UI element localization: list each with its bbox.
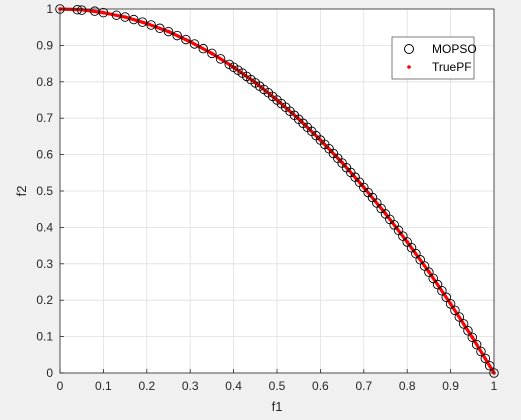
x-tick-label: 0.9 (442, 379, 459, 393)
y-tick-label: 0.9 (36, 38, 53, 52)
truepf-dot-segment (145, 21, 171, 34)
truepf-dot-segment (80, 8, 106, 15)
x-tick-label: 0.2 (138, 379, 155, 393)
x-tick-label: 0 (57, 379, 64, 393)
x-tick-label: 0.4 (225, 379, 242, 393)
mopso-point (480, 353, 491, 364)
mopso-point (172, 30, 182, 41)
mopso-point (198, 43, 208, 54)
mopso-point (137, 17, 148, 27)
mopso-point (207, 48, 217, 59)
y-tick-label: 0.7 (36, 111, 53, 125)
x-axis-ticks: 0 0.1 0.2 0.3 0.4 0.5 0.6 0.7 0.8 0.9 1 (57, 369, 498, 393)
mopso-point (454, 312, 465, 322)
mopso-point (120, 12, 130, 22)
y-tick-label: 0.8 (36, 75, 53, 89)
truepf-dot-segment (297, 117, 322, 142)
y-axis-ticks: 0 0.1 0.2 0.3 0.4 0.5 0.6 0.7 0.8 0.9 1 (36, 2, 64, 380)
mopso-point (155, 23, 165, 34)
mopso-point (163, 26, 174, 37)
mopso-point (471, 339, 482, 350)
mopso-point (72, 4, 83, 15)
x-axis-label: f1 (272, 399, 283, 414)
legend-marker-truepf (407, 65, 411, 69)
mopso-point (441, 292, 452, 303)
y-tick-label: 0.5 (36, 184, 53, 198)
truepf-dot-segment (123, 15, 149, 26)
mopso-point (458, 319, 469, 329)
y-tick-label: 0 (46, 366, 53, 380)
mopso-point (476, 346, 486, 357)
mopso-point (98, 7, 109, 18)
mopso-point (467, 332, 478, 343)
x-tick-label: 0.1 (95, 379, 112, 393)
truepf-dot-segment (275, 98, 301, 121)
truepf-dot-segment (405, 240, 431, 274)
x-tick-label: 1 (491, 379, 498, 393)
mopso-point (181, 34, 191, 45)
y-tick-label: 0.4 (36, 220, 53, 234)
truepf-dot-segment (340, 161, 366, 189)
mopso-point (146, 20, 156, 30)
y-tick-label: 1 (46, 2, 53, 16)
mopso-points (55, 4, 499, 378)
mopso-point (129, 14, 139, 25)
mopso-point (463, 326, 473, 336)
truepf-dot-segment (362, 185, 388, 216)
x-tick-label: 0.8 (399, 379, 416, 393)
legend-label-mopso: MOPSO (432, 42, 477, 56)
mopso-point (189, 39, 200, 49)
mopso-point (450, 305, 460, 316)
legend-marker-mopso (404, 44, 414, 54)
y-tick-label: 0.2 (36, 293, 53, 307)
y-tick-label: 0.3 (36, 257, 53, 271)
legend-box (391, 36, 475, 80)
legend: MOPSO TruePF (391, 36, 477, 80)
y-tick-label: 0.1 (36, 330, 53, 344)
truepf-dot-segment (318, 138, 344, 165)
legend-label-truepf: TruePF (432, 60, 472, 74)
x-tick-label: 0.7 (355, 379, 372, 393)
mopso-point (76, 5, 87, 15)
y-axis-label: f2 (14, 186, 29, 197)
mopso-point (437, 285, 447, 296)
x-tick-label: 0.6 (312, 379, 329, 393)
truepf-dot-segment (427, 270, 453, 306)
y-tick-label: 0.6 (36, 148, 53, 162)
mopso-point (215, 54, 226, 64)
truepf-dot-segment (383, 211, 409, 244)
x-tick-label: 0.5 (269, 379, 286, 393)
truepf-dot-segment (101, 11, 127, 19)
mopso-point (445, 299, 456, 309)
x-tick-label: 0.3 (182, 379, 199, 393)
